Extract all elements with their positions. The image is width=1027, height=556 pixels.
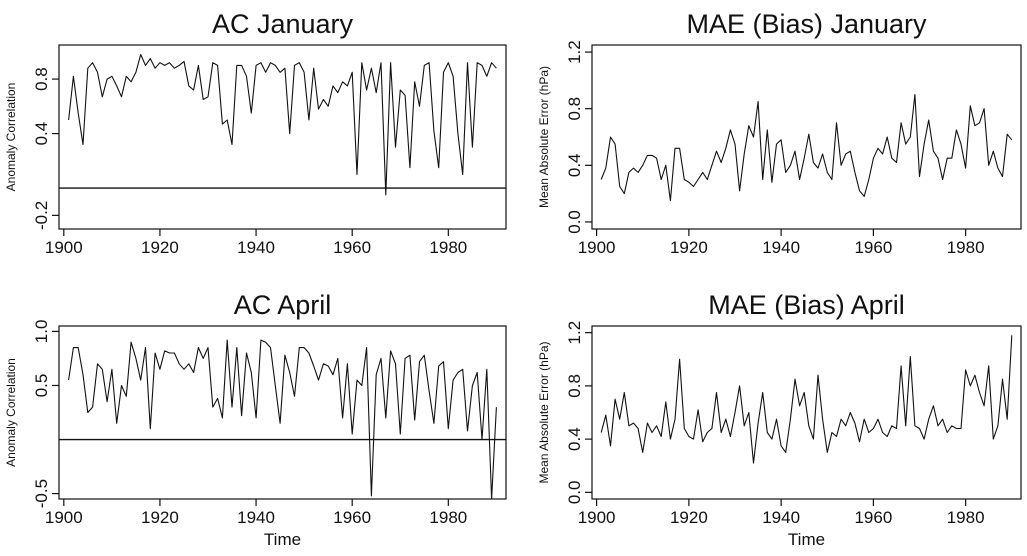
chart-title: MAE (Bias) January <box>686 9 927 39</box>
panel-2: MAE (Bias) January 1900 1920 1940 1960 1980 0.… <box>537 9 1022 257</box>
x-tick-label: 1940 <box>762 508 800 527</box>
series-line <box>68 53 497 196</box>
x-tick-label: 1940 <box>762 238 800 257</box>
plot-frame <box>58 325 507 500</box>
x-tick-label: 1900 <box>45 238 83 257</box>
panel-1: AC January 1900 1920 1940 1960 1980 -0.2 0.4 0.8… <box>4 9 507 257</box>
x-tick-label: 1980 <box>947 238 985 257</box>
y-tick-label: 0.4 <box>565 427 584 451</box>
y-axis-label: Anomaly Correlation <box>4 83 18 192</box>
y-tick-label: 0.0 <box>565 210 584 234</box>
series-line <box>600 335 1013 464</box>
y-tick-label: 0.0 <box>565 481 584 505</box>
y-axis-label: Anomaly Correlation <box>4 358 18 467</box>
y-tick-label: 1.0 <box>32 320 51 344</box>
x-tick-label: 1940 <box>237 508 275 527</box>
series-line <box>600 93 1013 202</box>
series-line <box>68 339 497 500</box>
x-tick-label: 1920 <box>670 508 708 527</box>
chart-title: AC January <box>212 9 354 39</box>
y-tick-label: 0.8 <box>565 374 584 398</box>
x-tick-label: 1960 <box>854 238 892 257</box>
x-tick-label: 1960 <box>333 508 371 527</box>
x-tick-label: 1980 <box>429 508 467 527</box>
chart-title: AC April <box>234 290 332 320</box>
y-tick-label: 0.4 <box>32 122 51 146</box>
x-tick-label: 1920 <box>141 508 179 527</box>
x-tick-label: 1940 <box>237 238 275 257</box>
y-tick-label: 0.5 <box>32 374 51 398</box>
x-tick-label: 1900 <box>578 238 616 257</box>
x-tick-label: 1960 <box>333 238 371 257</box>
x-tick-label: 1980 <box>947 508 985 527</box>
y-tick-label: -0.2 <box>32 201 51 230</box>
x-axis-label: Time <box>788 530 825 549</box>
y-tick-label: -0.5 <box>32 479 51 508</box>
y-axis-label: Mean Absolute Error (hPa) <box>537 341 551 483</box>
x-tick-label: 1900 <box>578 508 616 527</box>
x-tick-label: 1900 <box>45 508 83 527</box>
y-tick-label: 0.8 <box>565 97 584 121</box>
x-tick-label: 1960 <box>854 508 892 527</box>
y-tick-label: 0.4 <box>565 153 584 177</box>
x-axis-label: Time <box>264 530 301 549</box>
panel-3: AC April 1900 1920 1940 1960 1980 -0.5 0.5 1.0 An… <box>4 290 507 549</box>
chart-title: MAE (Bias) April <box>708 290 905 320</box>
y-axis-label: Mean Absolute Error (hPa) <box>537 66 551 208</box>
panel-4: MAE (Bias) April 1900 1920 1940 1960 1980 0.0 0… <box>537 290 1022 549</box>
plot-frame <box>591 44 1022 230</box>
y-tick-label: 1.2 <box>565 40 584 64</box>
y-tick-label: 1.2 <box>565 321 584 345</box>
x-tick-label: 1980 <box>429 238 467 257</box>
plot-frame <box>58 44 507 230</box>
plot-frame <box>591 325 1022 500</box>
x-tick-label: 1920 <box>670 238 708 257</box>
y-tick-label: 0.8 <box>32 67 51 91</box>
x-tick-label: 1920 <box>141 238 179 257</box>
